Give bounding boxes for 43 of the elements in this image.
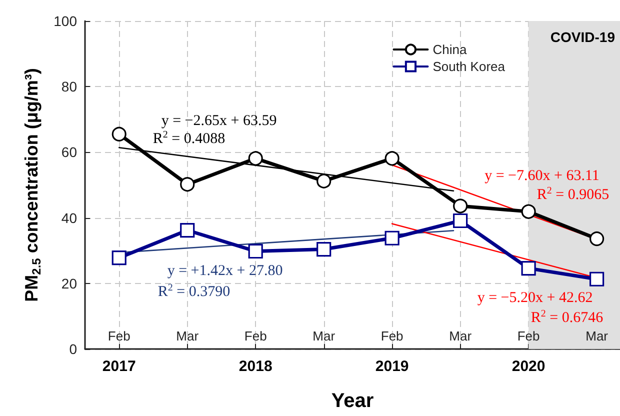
point: [316, 174, 332, 188]
annotation: Feb: [517, 328, 540, 344]
point: [248, 151, 263, 166]
legend-label: South Korea: [432, 59, 506, 74]
annotation: Mar: [449, 328, 472, 344]
annotation: Feb: [380, 328, 404, 344]
x-tick-label: 2018: [238, 358, 272, 375]
series-label: y = −2.65x + 63.59: [161, 113, 277, 129]
point: [384, 230, 400, 246]
y-tick-label: 20: [61, 275, 78, 292]
series-label: y = −5.20x + 42.62: [477, 290, 593, 306]
point: [248, 244, 263, 259]
point: [112, 126, 126, 142]
annotation: Feb: [108, 328, 130, 344]
annotation: Mar: [586, 328, 609, 344]
point: [590, 272, 604, 286]
y-tick-label: 100: [54, 13, 78, 29]
band-label: COVID-19: [550, 29, 616, 45]
annotation: Feb: [244, 328, 267, 344]
point: [316, 242, 332, 257]
point: [112, 250, 126, 266]
y-tick-label: 60: [61, 144, 78, 160]
x-tick-label: 2019: [375, 358, 409, 375]
point: [521, 204, 536, 219]
y-tick-label: 80: [61, 78, 78, 95]
point: [590, 231, 604, 246]
y-tick-label: 0: [69, 341, 78, 357]
annotation: Mar: [176, 328, 200, 344]
series-label: y = −7.60x + 63.11: [484, 168, 600, 184]
point: [180, 222, 195, 238]
point: [180, 177, 195, 192]
x-axis-title: Year: [331, 390, 374, 412]
point: [521, 261, 536, 276]
y-axis-title: PM2.5 concentration (μg/m³): [22, 68, 44, 302]
legend-label: China: [432, 42, 468, 57]
annotation: Mar: [312, 328, 336, 344]
x-tick-label: 2017: [102, 358, 136, 375]
y-tick-label: 40: [61, 210, 78, 226]
series-label: y = +1.42x + 27.80: [167, 263, 283, 279]
point: [453, 198, 468, 214]
x-tick-label: 2020: [512, 358, 546, 375]
point: [453, 213, 468, 228]
point: [384, 151, 400, 166]
